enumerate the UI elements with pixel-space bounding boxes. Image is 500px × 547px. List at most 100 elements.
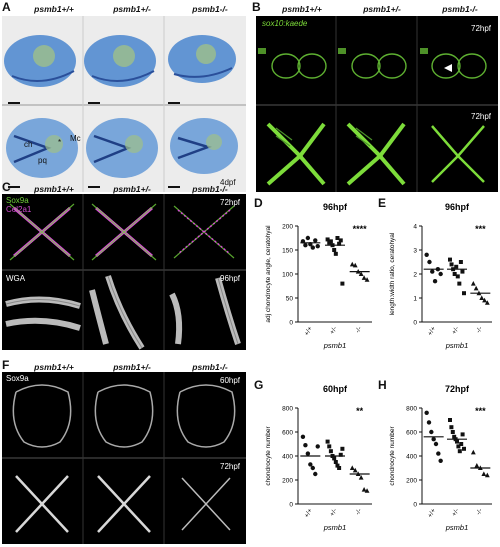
- arrowhead-icon: [444, 64, 452, 72]
- data-point: [454, 264, 459, 269]
- data-point: [424, 410, 429, 415]
- scale-bar: [168, 102, 180, 104]
- data-point: [305, 451, 311, 456]
- annotation-ch: ch: [24, 140, 33, 149]
- data-point: [482, 297, 487, 303]
- data-point: [310, 245, 315, 250]
- stage-label: 72hpf: [220, 462, 241, 471]
- genotype-label: psmb1+/+: [34, 4, 74, 14]
- x-tick-label: +/+: [427, 325, 438, 337]
- genotype-label: psmb1+/-: [113, 362, 151, 372]
- y-tick-label: 150: [282, 248, 293, 255]
- data-point: [313, 238, 318, 243]
- data-point: [430, 269, 435, 274]
- y-tick-label: 4: [413, 224, 417, 231]
- data-point: [433, 441, 439, 447]
- data-point: [426, 420, 432, 425]
- stain-label-sox9a: Sox9a: [6, 196, 29, 205]
- data-point: [479, 295, 485, 300]
- y-tick-label: 100: [282, 272, 293, 279]
- data-point: [455, 439, 459, 444]
- data-point: [438, 458, 443, 463]
- y-tick-label: 400: [406, 454, 417, 461]
- x-tick-label: +/+: [303, 325, 314, 337]
- scale-bar: [168, 186, 180, 188]
- x-axis-label: psmb1: [323, 341, 347, 350]
- data-point: [361, 487, 367, 492]
- data-point: [460, 432, 465, 437]
- stage-label: 4dpf: [220, 178, 236, 187]
- x-tick-label: +/+: [427, 507, 438, 519]
- stain-label-col2a1: Col2a1: [6, 205, 32, 214]
- chart-title: 60hpf: [323, 384, 348, 394]
- x-tick-label: -/-: [475, 508, 484, 517]
- data-point: [432, 279, 438, 284]
- data-point: [310, 465, 315, 471]
- data-point: [340, 446, 345, 451]
- data-point: [328, 239, 333, 244]
- stage-label: 96hpf: [220, 274, 241, 283]
- data-point: [484, 300, 490, 305]
- data-point: [303, 243, 308, 248]
- data-point: [462, 291, 466, 296]
- data-point: [459, 442, 464, 446]
- chart-h: 72hpf 0 200 400 600 800 chondrocyte number +/+ +…: [389, 384, 492, 532]
- data-point: [449, 262, 454, 267]
- data-point: [308, 462, 313, 467]
- data-point: [460, 269, 465, 274]
- data-point: [333, 251, 338, 256]
- y-tick-label: 200: [282, 224, 293, 231]
- sox9a-timecourse-illustration: [2, 372, 246, 544]
- data-point: [470, 449, 476, 455]
- y-tick-label: 1: [413, 296, 417, 303]
- y-axis-label: length:width ratio, ceratohyal: [389, 232, 396, 315]
- data-point: [335, 236, 340, 240]
- chart-title: 72hpf: [445, 384, 470, 394]
- data-point: [337, 466, 342, 470]
- stage-label: 72hpf: [220, 198, 241, 207]
- data-point: [338, 238, 343, 243]
- y-tick-label: 0: [413, 502, 417, 509]
- y-tick-label: 200: [406, 478, 417, 485]
- data-point: [328, 449, 333, 454]
- data-point: [349, 261, 355, 267]
- sox10-kaede-images: sox10:kaede 72hpf 72hpf: [256, 16, 498, 192]
- y-tick-label: 600: [282, 430, 293, 437]
- data-point: [484, 472, 490, 478]
- significance-label: ****: [353, 224, 368, 234]
- data-point: [315, 444, 320, 449]
- significance-label: ***: [475, 406, 486, 416]
- x-axis-label: psmb1: [323, 523, 347, 532]
- y-tick-label: 50: [286, 296, 294, 303]
- genotype-label: psmb1+/-: [113, 184, 151, 194]
- significance-label: ***: [475, 224, 486, 234]
- data-point: [436, 451, 441, 456]
- data-point: [352, 467, 358, 473]
- data-point: [438, 271, 443, 277]
- data-point: [481, 471, 487, 476]
- data-point: [462, 446, 466, 451]
- data-point: [474, 463, 480, 468]
- scale-bar: [88, 102, 100, 104]
- x-tick-label: -/-: [354, 326, 363, 335]
- y-tick-label: 2: [413, 272, 417, 279]
- data-point: [448, 418, 452, 422]
- reporter-label: sox10:kaede: [262, 19, 308, 28]
- data-point: [332, 456, 337, 461]
- y-tick-label: 600: [406, 430, 417, 437]
- data-point: [358, 271, 364, 276]
- x-tick-label: -/-: [354, 508, 363, 517]
- data-point: [352, 262, 358, 268]
- data-point: [327, 444, 332, 449]
- stage-label: 72hpf: [471, 24, 492, 33]
- x-axis-label: psmb1: [445, 341, 469, 350]
- data-point: [315, 243, 320, 249]
- y-tick-label: 0: [413, 320, 417, 327]
- sox9a-col2a1-images: Sox9a Col2a1 72hpf WGA 96hpf: [2, 194, 246, 350]
- data-point: [333, 460, 338, 464]
- data-point: [424, 252, 429, 257]
- y-axis-label: adj chondrocyte angle, ceratohyal: [265, 225, 272, 323]
- data-point: [452, 434, 457, 439]
- data-point: [325, 439, 330, 444]
- panel-label-a: A: [2, 0, 11, 14]
